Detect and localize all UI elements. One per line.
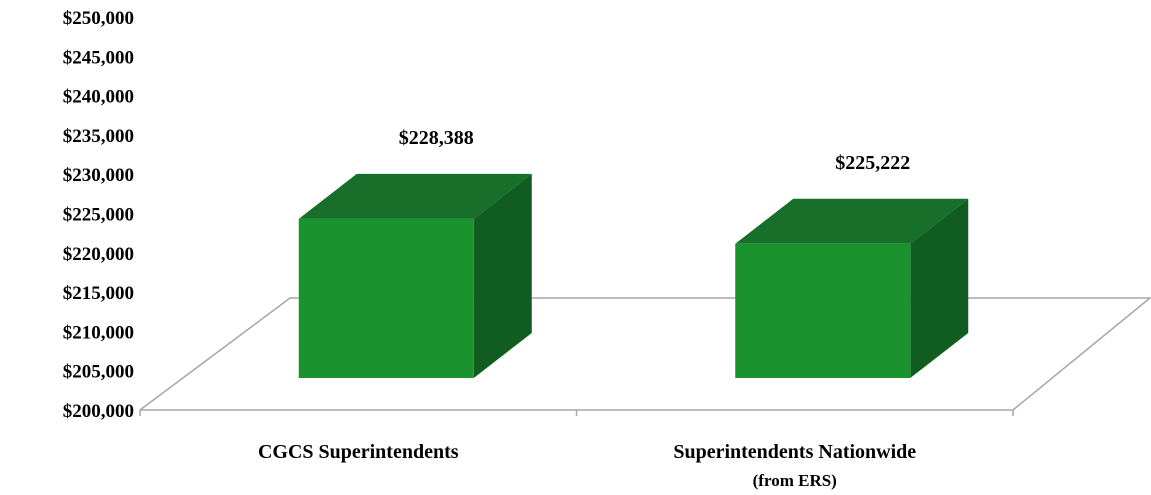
bars: $228,388 $225,222 bbox=[298, 127, 969, 378]
category-label: CGCS Superintendents bbox=[258, 441, 459, 463]
y-tick-label: $210,000 bbox=[63, 322, 134, 343]
bar-side-face bbox=[910, 198, 969, 378]
y-tick-label: $205,000 bbox=[63, 362, 134, 383]
y-axis: $200,000 $205,000 $210,000 $215,000 $220,000… bbox=[63, 8, 134, 422]
data-label: $228,388 bbox=[399, 127, 474, 149]
chart-floor bbox=[139, 297, 1151, 411]
x-axis: CGCS Superintendents Superintendents Nati… bbox=[139, 410, 1014, 490]
y-tick-label: $215,000 bbox=[63, 283, 134, 304]
category-label: Superintendents Nationwide bbox=[673, 441, 916, 463]
category-sublabel: (from ERS) bbox=[753, 471, 837, 490]
y-tick-label: $230,000 bbox=[63, 165, 134, 186]
y-tick-label: $240,000 bbox=[63, 87, 134, 108]
bar-top-face bbox=[735, 198, 969, 244]
y-tick-label: $235,000 bbox=[63, 126, 134, 147]
bar: $228,388 bbox=[298, 127, 532, 378]
y-tick-label: $200,000 bbox=[63, 401, 134, 422]
y-tick-label: $220,000 bbox=[63, 244, 134, 265]
bar-front-face bbox=[735, 243, 911, 378]
y-tick-label: $250,000 bbox=[63, 8, 134, 29]
bar: $225,222 bbox=[735, 152, 969, 378]
floor-outline bbox=[139, 297, 1151, 411]
bar-side-face bbox=[473, 173, 532, 378]
bar-top-face bbox=[298, 173, 532, 219]
bar-front-face bbox=[298, 218, 474, 378]
y-tick-label: $225,000 bbox=[63, 205, 134, 226]
data-label: $225,222 bbox=[835, 152, 910, 174]
y-tick-label: $245,000 bbox=[63, 47, 134, 68]
